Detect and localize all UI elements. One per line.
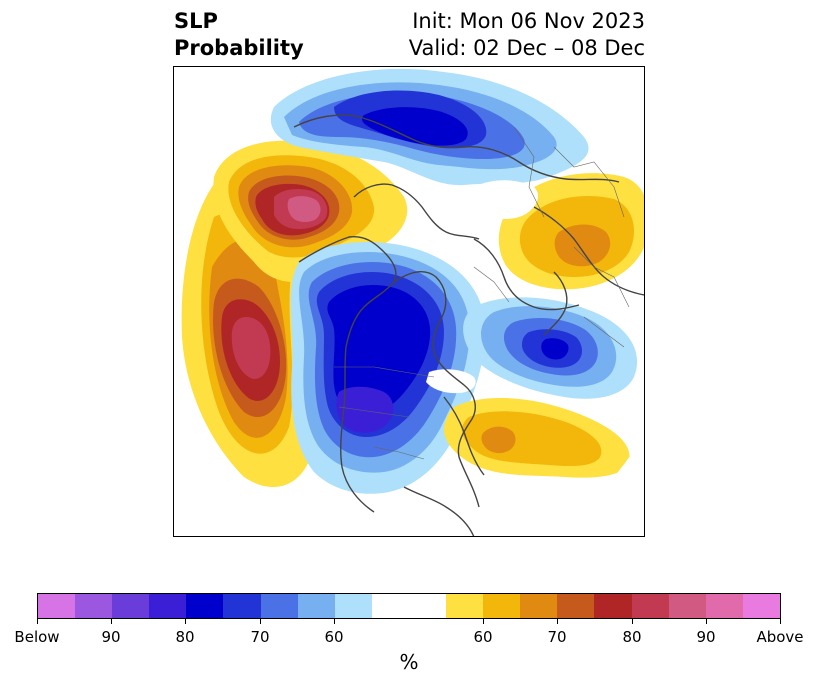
- atlantic-cold-anomaly: [463, 297, 638, 399]
- map-canvas: [181, 68, 644, 536]
- colorbar-tickmark: [780, 619, 781, 624]
- colorbar-unit-label: %: [399, 650, 419, 674]
- colorbar-tick-label: 80: [175, 628, 195, 646]
- colorbar-tickmark: [557, 619, 558, 624]
- country-borders: [334, 126, 630, 460]
- north-america-cold-anomaly: [290, 242, 485, 494]
- colorbar-tickmark: [260, 619, 261, 624]
- colorbar-tick-label: 70: [250, 628, 270, 646]
- colorbar-tickmark: [483, 619, 484, 624]
- colorbar-segment: [408, 594, 447, 618]
- title-line-probability: Probability: [174, 36, 304, 60]
- colorbar-segment: [223, 594, 261, 618]
- colorbar-segment: [75, 594, 113, 618]
- colorbar-tickmark: [706, 619, 707, 624]
- date-info: Init: Mon 06 Nov 2023 Valid: 02 Dec – 08…: [409, 8, 645, 62]
- colorbar-segment: [557, 594, 595, 618]
- colorbar-tickmark: [632, 619, 633, 624]
- colorbar-segment: [446, 594, 484, 618]
- colorbar-tickmark: [334, 619, 335, 624]
- colorbar-tick-label: 60: [324, 628, 344, 646]
- colorbar-tickmark: [111, 619, 112, 624]
- init-date-text: Init: Mon 06 Nov 2023: [412, 9, 645, 33]
- colorbar-segment: [186, 594, 224, 618]
- colorbar-segment: [742, 594, 780, 618]
- colorbar-segment: [594, 594, 632, 618]
- colorbar-segment: [520, 594, 558, 618]
- colorbar-tick-label: 80: [622, 628, 642, 646]
- probability-map: [173, 66, 645, 537]
- colorbar-tick-label: 90: [696, 628, 716, 646]
- colorbar-segment: [38, 594, 76, 618]
- neutral-zone: [469, 180, 539, 219]
- colorbar-tickmark: [185, 619, 186, 624]
- valid-date-text: Valid: 02 Dec – 08 Dec: [408, 36, 645, 60]
- colorbar-tick-label: Below: [14, 628, 60, 646]
- colorbar-segment: [112, 594, 150, 618]
- colorbar-segment: [297, 594, 335, 618]
- colorbar-tick-label: 60: [473, 628, 493, 646]
- colorbar-tick-label: Above: [756, 628, 804, 646]
- colorbar-tickmark: [37, 619, 38, 624]
- colorbar-segment: [149, 594, 187, 618]
- alaska-warm-anomaly: [213, 140, 408, 282]
- colorbar-tick-label: 70: [547, 628, 567, 646]
- neutral-zone-2: [426, 369, 476, 394]
- colorbar-segment: [260, 594, 298, 618]
- colorbar-segment: [371, 594, 409, 618]
- colorbar-segment: [705, 594, 743, 618]
- title-line-slp: SLP: [174, 9, 218, 33]
- coastlines: [293, 114, 644, 536]
- colorbar-segment: [483, 594, 521, 618]
- atlantic-warm-anomaly: [443, 397, 630, 478]
- colorbar-tick-label: 90: [101, 628, 121, 646]
- probability-colorbar: [37, 593, 781, 619]
- colorbar-segment: [631, 594, 669, 618]
- map-title: SLP Probability: [174, 8, 304, 62]
- colorbar-segment: [334, 594, 372, 618]
- colorbar-segment: [668, 594, 706, 618]
